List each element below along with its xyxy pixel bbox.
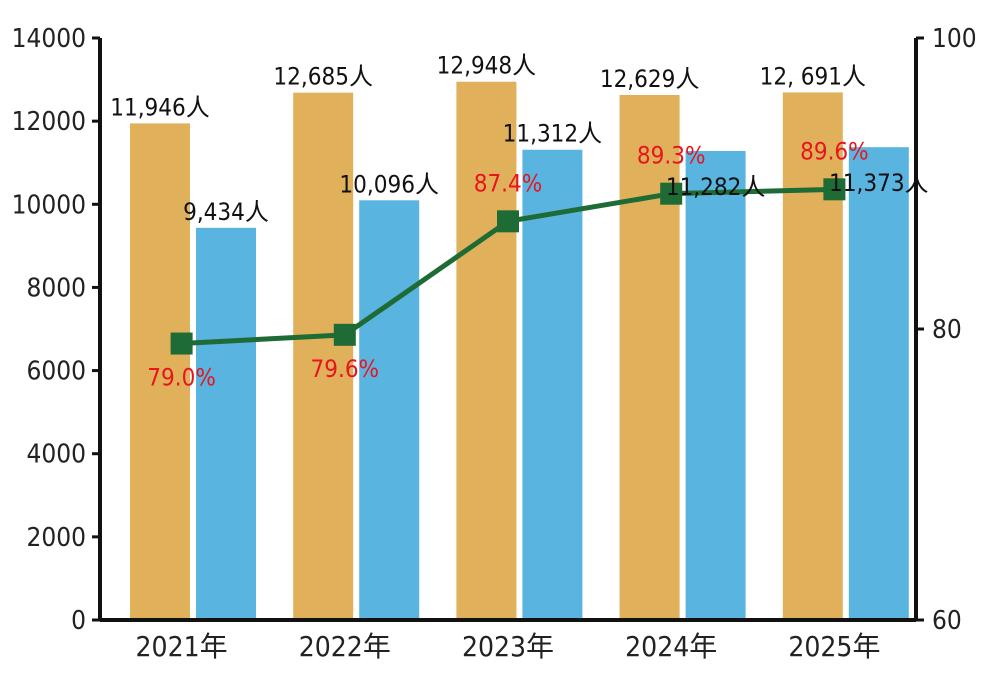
rate-value-label: 79.0% <box>147 364 216 392</box>
ticks-group: 0 2000 4000 6000 8000 10000 12000 14000 60 80 100 2… <box>12 24 977 663</box>
category-label: 2022年 <box>299 630 391 663</box>
category-label: 2025年 <box>788 630 880 663</box>
bar-series-2 <box>848 147 909 621</box>
bar-series-2 <box>522 149 583 620</box>
right-axis-tick-label: 60 <box>932 606 962 636</box>
rate-value-label: 89.6% <box>800 137 869 165</box>
rate-value-label: 79.6% <box>311 355 380 383</box>
bar-series-1 <box>130 123 190 621</box>
bars-group <box>130 81 909 621</box>
left-axis-tick-label: 14000 <box>12 24 86 54</box>
labels-group: 11,946人 9,434人 12,685人 10,096人 12,948人 11,312… <box>110 52 928 392</box>
bar-series-1 <box>456 81 517 620</box>
left-axis-tick-label: 4000 <box>26 440 86 470</box>
bar-series-2-value-label: 10,096人 <box>339 170 439 198</box>
right-axis-tick-label: 100 <box>932 24 977 54</box>
left-axis-tick-label: 8000 <box>26 273 86 303</box>
left-axis-tick-label: 2000 <box>26 523 86 553</box>
left-axis-tick-label: 0 <box>71 606 86 636</box>
bar-series-2-value-label: 11,373人 <box>829 169 929 197</box>
line-group <box>170 178 846 355</box>
right-axis-tick-label: 80 <box>932 315 962 345</box>
bar-series-1 <box>619 94 680 620</box>
bar-series-1 <box>293 92 354 620</box>
rate-value-label: 89.3% <box>637 142 706 170</box>
bar-series-2-value-label: 9,434人 <box>183 198 269 226</box>
bar-series-1-value-label: 12,685人 <box>273 63 373 91</box>
left-axis-tick-label: 12000 <box>12 107 86 137</box>
left-axis-tick-label: 10000 <box>12 190 86 220</box>
rate-point <box>497 210 519 233</box>
bar-series-1-value-label: 12, 691人 <box>760 62 866 90</box>
bar-series-2-value-label: 11,282人 <box>666 173 766 201</box>
category-label: 2021年 <box>136 630 228 663</box>
bar-series-2 <box>196 227 256 621</box>
rate-value-label: 87.4% <box>474 169 543 197</box>
rate-point <box>333 323 356 346</box>
rate-point <box>823 178 846 201</box>
bar-series-1-value-label: 11,946人 <box>110 93 210 121</box>
bar-series-1-value-label: 12,629人 <box>600 65 700 93</box>
left-axis-tick-label: 6000 <box>26 357 86 387</box>
bar-series-2-value-label: 11,312人 <box>503 120 603 148</box>
rate-point <box>170 332 193 355</box>
category-label: 2023年 <box>462 630 554 663</box>
category-label: 2024年 <box>625 630 717 663</box>
bar-series-1-value-label: 12,948人 <box>437 52 537 80</box>
bar-series-2 <box>685 150 746 620</box>
bar-series-2 <box>359 200 420 620</box>
rate-point <box>660 182 683 205</box>
